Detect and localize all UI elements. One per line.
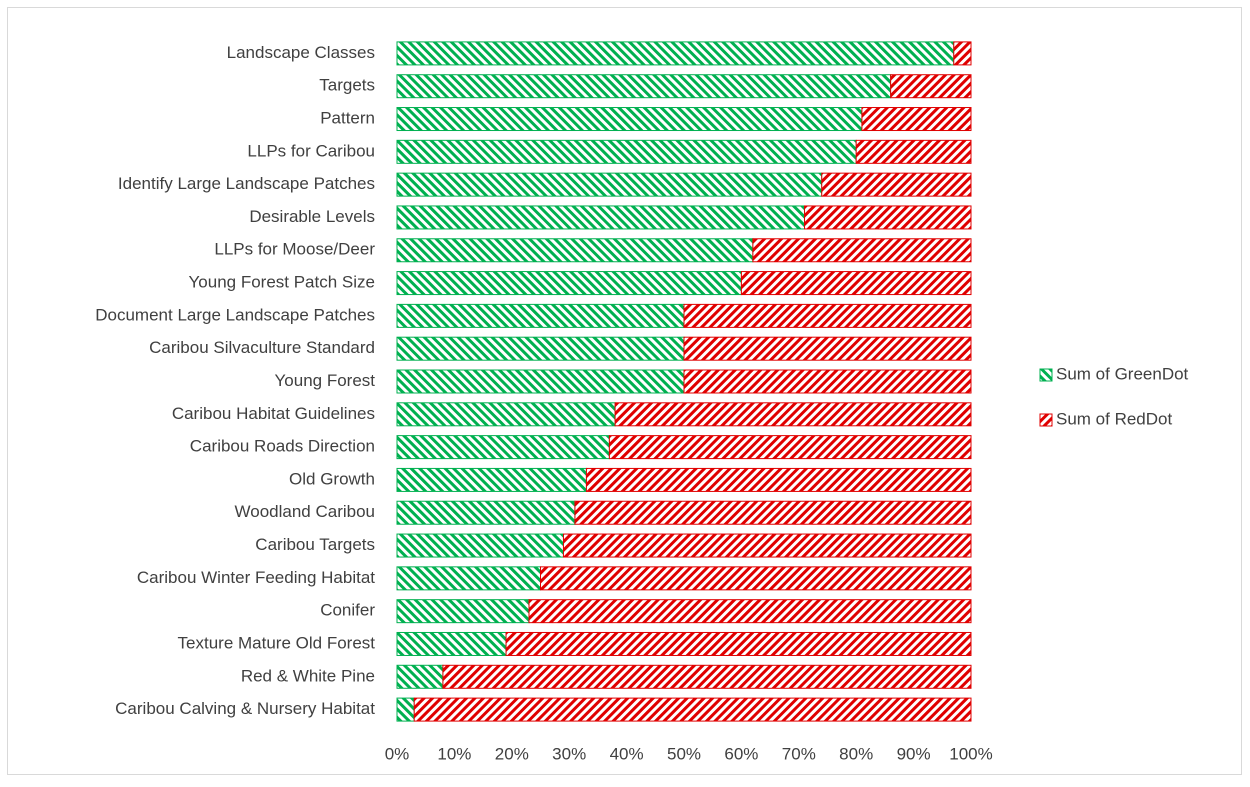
y-tick-label: Caribou Winter Feeding Habitat bbox=[137, 568, 375, 587]
y-tick-label: Caribou Roads Direction bbox=[190, 437, 375, 456]
legend-swatch bbox=[1039, 413, 1053, 427]
x-tick-label: 10% bbox=[437, 744, 471, 763]
y-tick-label: Caribou Targets bbox=[255, 535, 375, 554]
bar bbox=[396, 238, 754, 263]
bar bbox=[396, 139, 857, 164]
bar bbox=[396, 500, 576, 525]
x-tick-label: 0% bbox=[385, 744, 410, 763]
bar bbox=[752, 238, 972, 263]
y-tick-label: Identify Large Landscape Patches bbox=[118, 174, 375, 193]
y-tick-label: Young Forest Patch Size bbox=[189, 273, 376, 292]
y-tick-label: Desirable Levels bbox=[249, 207, 375, 226]
bar bbox=[396, 369, 685, 394]
bar bbox=[396, 631, 507, 656]
y-tick-label: Caribou Calving & Nursery Habitat bbox=[115, 699, 375, 718]
bar bbox=[683, 303, 972, 328]
y-tick-label: Targets bbox=[319, 76, 375, 95]
x-tick-label: 30% bbox=[552, 744, 586, 763]
bar bbox=[396, 303, 685, 328]
bar bbox=[740, 271, 972, 296]
x-tick-label: 20% bbox=[495, 744, 529, 763]
bar bbox=[540, 566, 972, 591]
bar bbox=[585, 467, 972, 492]
x-tick-label: 100% bbox=[949, 744, 992, 763]
y-tick-label: LLPs for Caribou bbox=[247, 141, 375, 160]
legend-swatch bbox=[1039, 368, 1053, 382]
bar bbox=[505, 631, 972, 656]
bar bbox=[608, 435, 972, 460]
x-tick-label: 50% bbox=[667, 744, 701, 763]
y-tick-label: Document Large Landscape Patches bbox=[95, 305, 375, 324]
y-tick-label: Texture Mature Old Forest bbox=[178, 633, 376, 652]
y-tick-label: Old Growth bbox=[289, 469, 375, 488]
bar bbox=[396, 41, 955, 66]
bar bbox=[821, 172, 972, 197]
bar bbox=[614, 402, 972, 427]
bar bbox=[396, 599, 530, 624]
x-tick-label: 90% bbox=[897, 744, 931, 763]
x-tick-label: 70% bbox=[782, 744, 816, 763]
bar bbox=[396, 697, 415, 722]
bar bbox=[413, 697, 972, 722]
y-tick-label: Caribou Silvaculture Standard bbox=[149, 338, 375, 357]
y-tick-label: Young Forest bbox=[275, 371, 376, 390]
bar bbox=[528, 599, 972, 624]
x-tick-label: 40% bbox=[610, 744, 644, 763]
bar bbox=[396, 467, 587, 492]
bar bbox=[442, 664, 972, 689]
legend-label: Sum of GreenDot bbox=[1056, 364, 1189, 383]
y-tick-label: Pattern bbox=[320, 109, 375, 128]
x-tick-label: 80% bbox=[839, 744, 873, 763]
bar bbox=[396, 402, 616, 427]
bar bbox=[855, 139, 972, 164]
x-tick-label: 60% bbox=[724, 744, 758, 763]
y-tick-label: Conifer bbox=[320, 601, 375, 620]
bar bbox=[396, 435, 610, 460]
y-tick-label: Woodland Caribou bbox=[235, 502, 376, 521]
bar bbox=[562, 533, 972, 558]
y-tick-label: LLPs for Moose/Deer bbox=[214, 240, 375, 259]
bar bbox=[804, 205, 972, 230]
bar bbox=[396, 107, 863, 132]
bar bbox=[683, 336, 972, 361]
bar bbox=[396, 74, 892, 99]
legend-label: Sum of RedDot bbox=[1056, 409, 1172, 428]
bar bbox=[574, 500, 972, 525]
bar bbox=[396, 533, 564, 558]
y-tick-label: Landscape Classes bbox=[227, 43, 375, 62]
bar bbox=[396, 271, 742, 296]
bar bbox=[953, 41, 972, 66]
bar bbox=[396, 205, 806, 230]
bar bbox=[396, 172, 823, 197]
y-tick-label: Caribou Habitat Guidelines bbox=[172, 404, 375, 423]
bar bbox=[861, 107, 972, 132]
bar bbox=[396, 336, 685, 361]
bar bbox=[396, 566, 541, 591]
bar bbox=[683, 369, 972, 394]
bar bbox=[396, 664, 444, 689]
bar bbox=[890, 74, 972, 99]
y-tick-label: Red & White Pine bbox=[241, 666, 375, 685]
